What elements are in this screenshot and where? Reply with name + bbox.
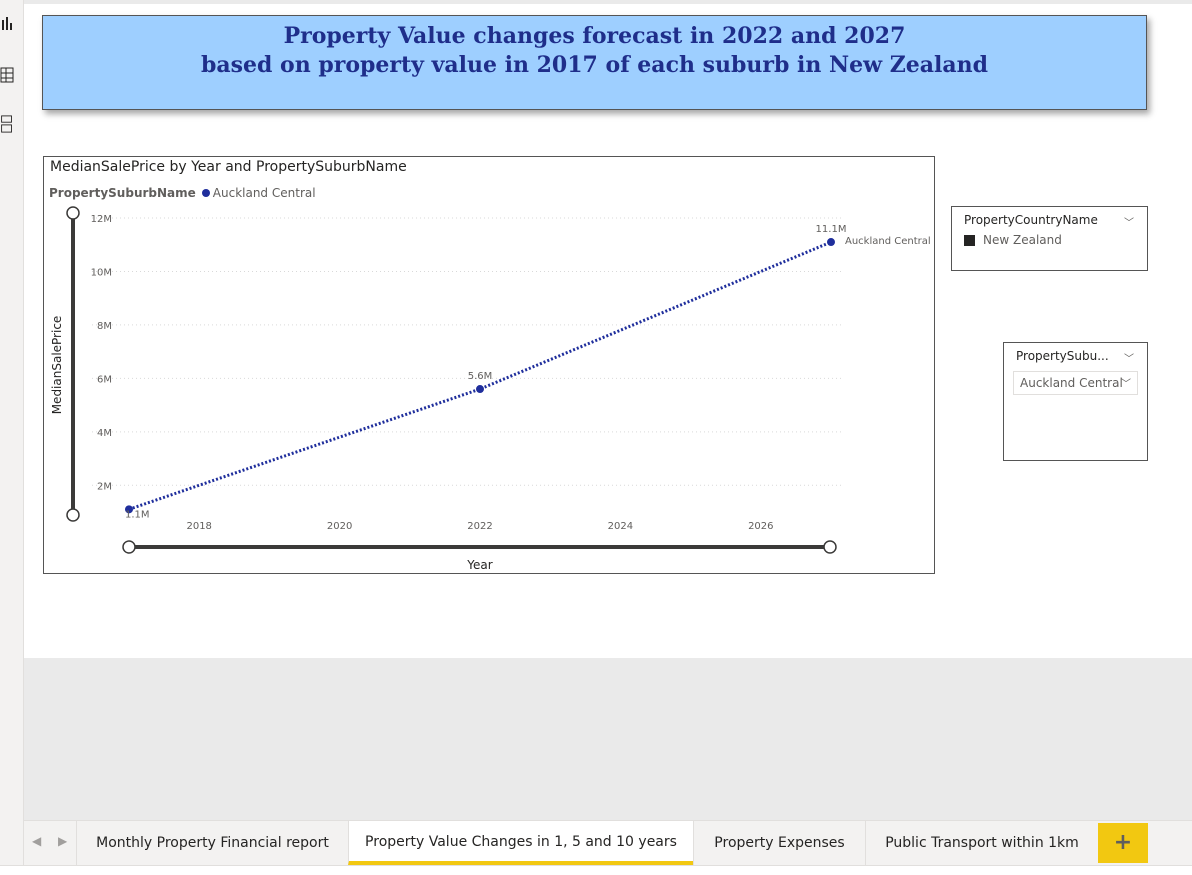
country-item-label: New Zealand [983, 233, 1062, 247]
y-tick-label: 10M [91, 267, 112, 278]
legend-item-label[interactable]: Auckland Central [212, 186, 316, 200]
prev-page-arrow-icon[interactable]: ◀ [32, 834, 42, 848]
country-slicer-item[interactable]: New Zealand [964, 233, 1062, 247]
tab-property-value-changes[interactable]: Property Value Changes in 1, 5 and 10 ye… [348, 821, 693, 865]
x-tick-label: 2024 [608, 521, 633, 532]
report-title-line-2: based on property value in 2017 of each … [200, 52, 989, 78]
checkbox-icon[interactable] [964, 234, 975, 246]
suburb-slicer-header: PropertySubu... [1016, 349, 1109, 363]
chart-legend: PropertySuburbName Auckland Central [49, 186, 316, 200]
legend-marker [201, 189, 210, 197]
report-view-icon[interactable] [0, 14, 14, 32]
x-tick-label: 2022 [467, 521, 492, 532]
tab-property-expenses[interactable]: Property Expenses [693, 821, 865, 865]
y-zoom-handle-top [66, 206, 80, 220]
data-view-icon[interactable] [0, 66, 14, 84]
x-axis-title: Year [466, 558, 492, 572]
chevron-down-icon[interactable]: ﹀ [1124, 218, 1134, 229]
line-chart-visual[interactable]: 2M 4M 6M 8M 10M 12M 2018 2020 2022 2024 2026 Year Me… [43, 156, 935, 574]
data-point [125, 505, 133, 514]
left-rail [0, 0, 24, 875]
y-tick-label: 8M [97, 321, 112, 332]
series-end-label: Auckland Central [845, 236, 931, 247]
model-view-icon[interactable] [0, 115, 14, 133]
suburb-slicer[interactable]: PropertySubu... ﹀ Auckland Central ﹀ [1003, 342, 1148, 461]
chart-title: MedianSalePrice by Year and PropertySubu… [50, 159, 407, 175]
y-tick-label: 4M [97, 428, 112, 439]
data-point [827, 238, 835, 247]
next-page-arrow-icon[interactable]: ▶ [58, 834, 68, 848]
x-zoom-handle-left [122, 540, 136, 554]
x-tick-label: 2018 [186, 521, 211, 532]
data-label: 5.6M [468, 371, 493, 382]
x-tick-label: 2020 [327, 521, 352, 532]
country-slicer-header: PropertyCountryName [964, 213, 1098, 227]
dropdown-chevron-icon[interactable]: ﹀ [1121, 379, 1131, 390]
page-tab-bar: ◀ ▶ Monthly Property Financial report Pr… [24, 820, 1192, 865]
data-point [476, 385, 484, 394]
add-page-button[interactable]: + [1098, 823, 1148, 863]
data-label: 1.1M [125, 509, 150, 520]
country-slicer[interactable]: PropertyCountryName ﹀ New Zealand [951, 206, 1148, 271]
legend-title: PropertySuburbName [49, 186, 196, 200]
y-zoom-handle-bottom [66, 508, 80, 522]
y-tick-label: 12M [91, 214, 112, 225]
suburb-dropdown[interactable]: Auckland Central ﹀ [1013, 371, 1138, 395]
data-label: 11.1M [816, 224, 847, 235]
report-title-line-1: Property Value changes forecast in 2022 … [283, 23, 906, 49]
tab-monthly-property-financial-report[interactable]: Monthly Property Financial report [76, 821, 348, 865]
y-axis-title: MedianSalePrice [50, 316, 64, 415]
chevron-down-icon[interactable]: ﹀ [1124, 354, 1134, 365]
y-tick-label: 6M [97, 374, 112, 385]
x-zoom-handle-right [823, 540, 837, 554]
y-tick-label: 2M [97, 481, 112, 492]
x-tick-label: 2026 [748, 521, 773, 532]
status-bar [0, 865, 1192, 875]
series-line [128, 240, 832, 511]
line-chart-canvas: 2M 4M 6M 8M 10M 12M 2018 2020 2022 2024 2026 Year Me… [50, 206, 931, 572]
tab-public-transport[interactable]: Public Transport within 1km [865, 821, 1098, 865]
report-title-box[interactable]: Property Value changes forecast in 2022 … [42, 15, 1147, 110]
suburb-dropdown-value: Auckland Central [1020, 376, 1123, 390]
